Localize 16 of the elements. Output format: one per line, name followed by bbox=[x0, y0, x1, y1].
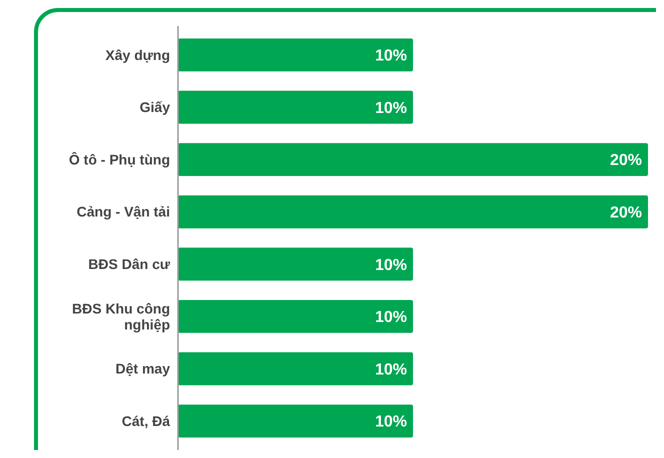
data-label: 10% bbox=[374, 414, 407, 431]
y-tick-label: Cảng - Vận tải bbox=[76, 204, 170, 220]
y-tick-label: Xây dựng bbox=[105, 46, 170, 63]
y-tick-label: BĐS Dân cư bbox=[88, 256, 171, 272]
data-label: 10% bbox=[374, 100, 407, 117]
y-tick-label: Cát, Đá bbox=[122, 412, 170, 429]
data-label: 20% bbox=[610, 152, 642, 170]
data-label: 10% bbox=[374, 309, 407, 326]
y-tick-label: BĐS Khu công nghiệp bbox=[72, 300, 170, 332]
data-label: 10% bbox=[374, 256, 407, 274]
y-tick-label: Giấy bbox=[140, 99, 170, 116]
y-tick-label: Dệt may bbox=[116, 360, 170, 377]
data-label: 10% bbox=[374, 48, 407, 65]
y-tick-label: Ô tô - Phụ tùng bbox=[68, 151, 170, 168]
data-label: 20% bbox=[610, 204, 642, 222]
data-label: 10% bbox=[374, 361, 407, 378]
